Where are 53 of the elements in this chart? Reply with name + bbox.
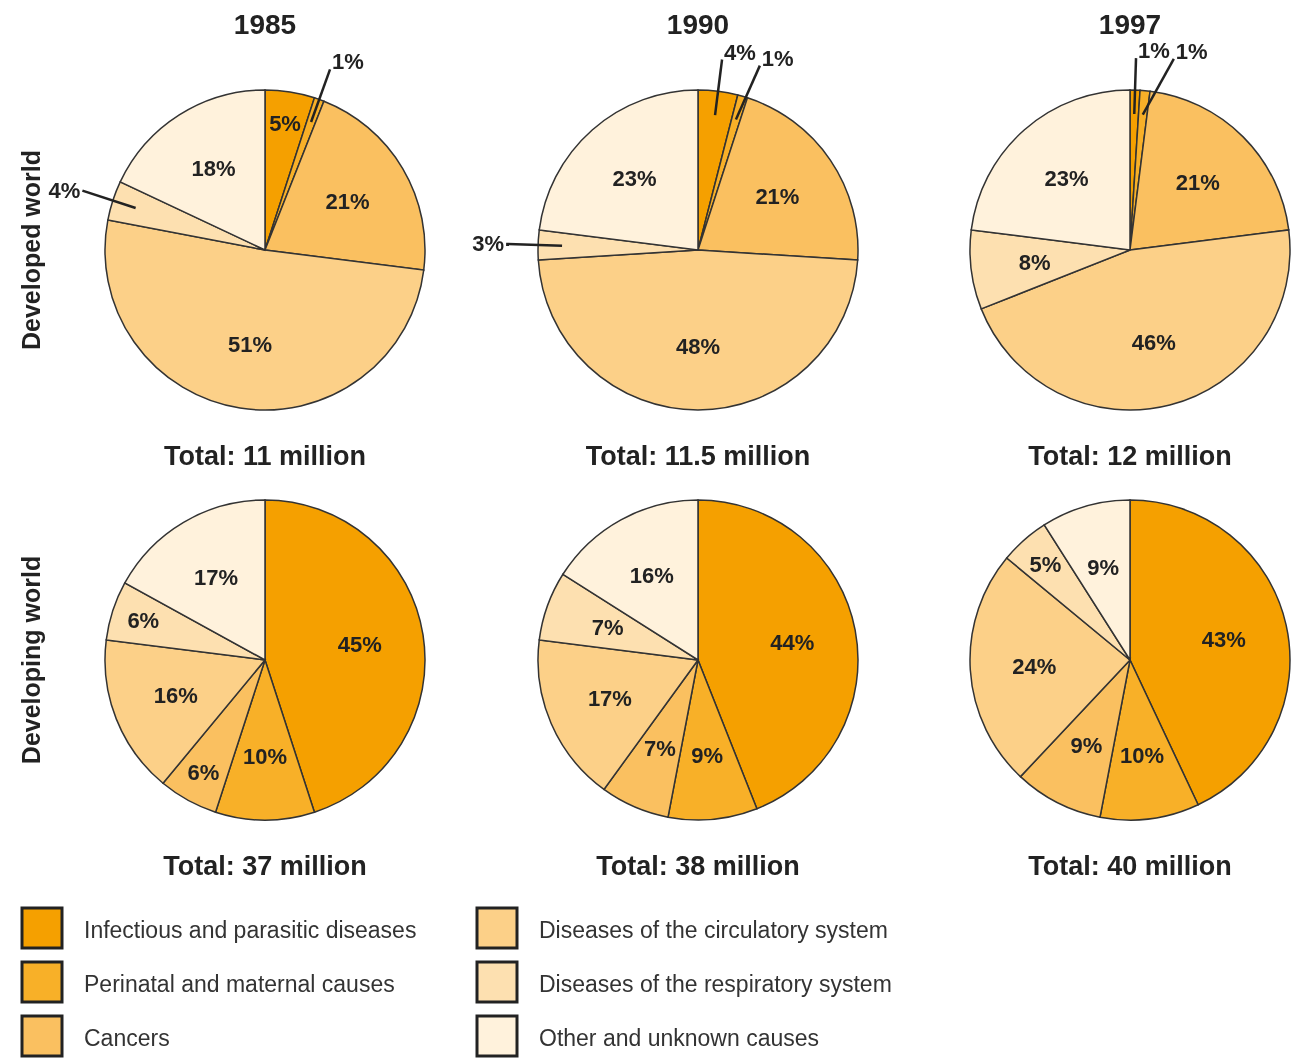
- text: Total: 37 million: [163, 851, 367, 881]
- data-label: 21%: [1175, 169, 1220, 195]
- text: Developed world: [17, 149, 45, 351]
- data-label: 44%: [770, 629, 815, 655]
- data-label: 24%: [1012, 653, 1057, 679]
- data-label: 18%: [191, 156, 236, 182]
- data-label: 8%: [1018, 249, 1051, 275]
- data-label: 1%: [1175, 38, 1208, 64]
- data-label: 23%: [612, 165, 657, 191]
- data-label: 10%: [242, 743, 288, 769]
- data-label: 5%: [269, 111, 301, 137]
- legend-label: Infectious and parasitic diseases: [84, 917, 417, 943]
- data-label: 1%: [761, 45, 794, 71]
- data-label: 23%: [1044, 165, 1089, 191]
- data-label: 9%: [1070, 733, 1103, 759]
- chart-title: 1990: [666, 9, 730, 40]
- data-label: 46%: [1131, 330, 1176, 356]
- text: Total: 38 million: [596, 851, 800, 881]
- data-label: 16%: [153, 682, 198, 708]
- data-label: 4%: [724, 39, 756, 65]
- legend-label: Other and unknown causes: [539, 1025, 820, 1051]
- legend-label: Diseases of the respiratory system: [539, 971, 892, 997]
- data-label: 51%: [227, 332, 273, 358]
- text: Total: 11.5 million: [585, 441, 811, 471]
- data-label: 9%: [1087, 555, 1120, 581]
- chart-title: 1985: [233, 9, 297, 40]
- data-label: 7%: [591, 614, 624, 640]
- chart-title: 1997: [1098, 9, 1162, 40]
- data-label: 16%: [629, 563, 674, 589]
- data-label: 48%: [675, 333, 721, 359]
- text: Total: 11 million: [163, 441, 367, 471]
- data-label: 7%: [643, 735, 676, 761]
- data-label: 21%: [325, 188, 370, 214]
- data-label: 17%: [587, 685, 632, 711]
- data-label: 3%: [472, 231, 505, 257]
- data-label: 6%: [127, 607, 160, 633]
- legend-label: Cancers: [84, 1025, 170, 1051]
- text: Total: 40 million: [1028, 851, 1232, 881]
- data-label: 1%: [1138, 38, 1170, 64]
- data-label: 1%: [332, 49, 364, 75]
- legend-label: Perinatal and maternal causes: [84, 971, 395, 997]
- data-label: 21%: [755, 183, 800, 209]
- text: Developing world: [17, 555, 45, 765]
- data-label: 4%: [48, 178, 81, 204]
- data-label: 17%: [194, 564, 239, 590]
- data-label: 10%: [1120, 742, 1165, 768]
- data-label: 45%: [337, 632, 382, 658]
- data-label: 6%: [187, 759, 220, 785]
- text: Total: 12 million: [1028, 441, 1232, 471]
- data-label: 9%: [691, 743, 723, 769]
- data-label: 5%: [1029, 551, 1062, 577]
- data-label: 43%: [1201, 626, 1246, 652]
- legend-label: Diseases of the circulatory system: [539, 917, 888, 943]
